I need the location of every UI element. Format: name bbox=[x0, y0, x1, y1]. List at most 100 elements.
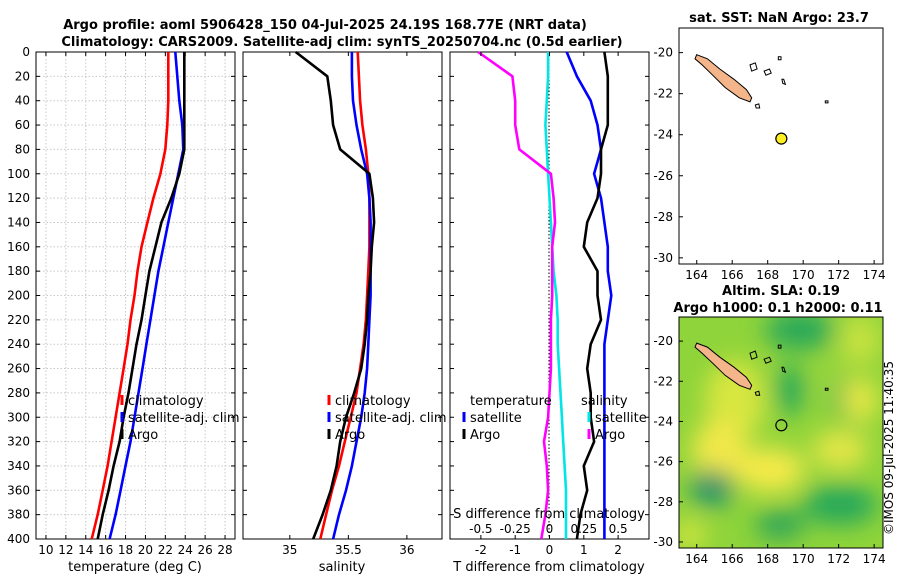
depth-tick-label: 240 bbox=[7, 337, 30, 351]
depth-tick-label: 80 bbox=[15, 142, 30, 156]
argo-float-marker bbox=[775, 132, 788, 145]
temperature-xtick-label: 20 bbox=[138, 543, 153, 557]
map-ytick-label: -24 bbox=[653, 414, 673, 428]
map-ytick-label: -30 bbox=[653, 535, 673, 549]
legend-label: satellite-adj. clim bbox=[128, 411, 240, 426]
island-outline bbox=[824, 100, 829, 104]
map-xtick-label: 172 bbox=[827, 268, 850, 282]
s-difference-tick-label: -0.25 bbox=[500, 522, 531, 536]
legend-label: satellite bbox=[595, 411, 647, 426]
salinity-series-argo-line bbox=[294, 50, 376, 540]
depth-tick-label: 220 bbox=[7, 313, 30, 327]
difference-xtick-label: -1 bbox=[509, 543, 521, 557]
island-outline bbox=[749, 350, 758, 360]
map-xtick-label: 168 bbox=[756, 552, 779, 566]
temperature-xlabel: temperature (deg C) bbox=[68, 560, 202, 575]
legend-label: Argo bbox=[595, 428, 625, 443]
temperature-series-climatology-line bbox=[90, 52, 170, 540]
legend-label: satellite-adj. clim bbox=[335, 411, 447, 426]
difference-series bbox=[477, 50, 613, 540]
map-xtick-label: 174 bbox=[863, 552, 886, 566]
depth-tick-label: 100 bbox=[7, 167, 30, 181]
s-difference-tick-label: -0.5 bbox=[469, 522, 492, 536]
island-outline bbox=[763, 68, 772, 76]
sst-map-panel: sat. SST: NaN Argo: 23.7 164 166 168 170 172… bbox=[653, 11, 885, 282]
difference-series-temperature-argo-line bbox=[575, 51, 610, 540]
temperature-xtick-label: 14 bbox=[78, 543, 93, 557]
map-ytick-label: -30 bbox=[653, 251, 673, 265]
difference-xtick-label: 1 bbox=[580, 543, 588, 557]
temperature-xtick-label: 16 bbox=[98, 543, 113, 557]
sla-map-ticks: 164 166 168 170 172 174 -20 -22 -24 -26 -28 -30 bbox=[653, 334, 885, 566]
difference-legend: temperature salinity satellite Argo satellit… bbox=[462, 394, 647, 443]
temperature-xtick-label: 18 bbox=[118, 543, 133, 557]
depth-tick-label: 320 bbox=[7, 435, 30, 449]
sla-blob bbox=[735, 448, 805, 492]
salinity-panel: 35 35.5 36 salinity climatology satellite-a… bbox=[242, 50, 447, 575]
sla-map-panel: Altim. SLA: 0.19 Argo h1000: 0.1 h2000: … bbox=[653, 284, 885, 566]
depth-tick-label: 0 bbox=[22, 45, 30, 59]
new-caledonia-landmass bbox=[694, 54, 753, 103]
island-outline bbox=[754, 390, 761, 396]
map-ytick-label: -22 bbox=[653, 374, 673, 388]
depth-tick-label: 40 bbox=[15, 94, 30, 108]
difference-xtick-label: 2 bbox=[614, 543, 622, 557]
depth-tick-label: 200 bbox=[7, 289, 30, 303]
island-outline bbox=[749, 62, 758, 72]
sst-map-ticks: 164 166 168 170 172 174 -20 -22 -24 -26 -28 -30 bbox=[653, 46, 885, 282]
map-xtick-label: 166 bbox=[721, 268, 744, 282]
depth-tick-label: 280 bbox=[7, 386, 30, 400]
depth-tick-label: 400 bbox=[7, 532, 30, 546]
s-difference-tick-label: 0 bbox=[546, 522, 554, 536]
map-xtick-label: 170 bbox=[792, 552, 815, 566]
s-difference-tick-label: 0.25 bbox=[570, 522, 597, 536]
temperature-xtick-label: 26 bbox=[198, 543, 213, 557]
t-difference-xlabel: T difference from climatology bbox=[452, 560, 645, 575]
island-outline bbox=[781, 78, 787, 86]
map-ytick-label: -26 bbox=[653, 455, 673, 469]
sst-map-title: sat. SST: NaN Argo: 23.7 bbox=[689, 11, 869, 26]
sla-blob bbox=[842, 378, 878, 422]
temperature-series bbox=[90, 51, 186, 540]
difference-ticks: -2 -1 0 1 2 -0.5 -0.25 0 0.25 0.5 bbox=[450, 51, 649, 557]
imos-credit: ©IMOS 09-Jul-2025 11:40:35 bbox=[882, 361, 896, 535]
sla-map-title-line1: Altim. SLA: 0.19 bbox=[722, 284, 840, 299]
difference-series-salinity-satellite-line bbox=[544, 52, 568, 539]
legend-label: climatology bbox=[335, 394, 411, 409]
salinity-ticks: 35 35.5 36 bbox=[243, 51, 442, 557]
sla-map-title-line2: Argo h1000: 0.1 h2000: 0.11 bbox=[673, 301, 882, 316]
depth-tick-label: 160 bbox=[7, 240, 30, 254]
depth-tick-label: 260 bbox=[7, 362, 30, 376]
difference-panel: -2 -1 0 1 2 -0.5 -0.25 0 0.25 0.5 S difference fr… bbox=[449, 50, 650, 575]
difference-xtick-label: 0 bbox=[546, 543, 554, 557]
salinity-legend: climatology satellite-adj. clim Argo bbox=[327, 394, 447, 443]
sla-blob bbox=[679, 520, 705, 548]
salinity-xtick-label: 35 bbox=[282, 543, 297, 557]
sla-blob bbox=[765, 317, 835, 350]
map-xtick-label: 172 bbox=[827, 552, 850, 566]
temperature-xtick-label: 24 bbox=[178, 543, 193, 557]
map-ytick-label: -20 bbox=[653, 334, 673, 348]
legend-label: Argo bbox=[470, 428, 500, 443]
temperature-panel: 10 12 14 16 18 20 22 24 26 28 0 20 40 60 80 100 120 140 1… bbox=[7, 45, 240, 575]
temperature-series-argo-line bbox=[96, 52, 186, 540]
salinity-xtick-label: 35.5 bbox=[335, 543, 362, 557]
legend-label: satellite bbox=[470, 411, 522, 426]
island-outline bbox=[824, 387, 829, 391]
island-outline bbox=[754, 103, 761, 109]
difference-series-salinity-argo-line bbox=[477, 50, 557, 540]
figure-title-line1: Argo profile: aoml 5906428_150 04-Jul-20… bbox=[63, 18, 587, 33]
legend-label: Argo bbox=[128, 428, 158, 443]
map-xtick-label: 170 bbox=[792, 268, 815, 282]
sla-blob bbox=[776, 365, 804, 415]
sla-blob bbox=[812, 430, 868, 470]
map-ytick-label: -26 bbox=[653, 169, 673, 183]
s-difference-xlabel: S difference from climatology bbox=[453, 507, 645, 522]
island-outline bbox=[777, 56, 782, 61]
temperature-legend: climatology satellite-adj. clim Argo bbox=[120, 394, 240, 443]
sla-blob bbox=[755, 510, 805, 540]
depth-tick-label: 340 bbox=[7, 459, 30, 473]
depth-tick-label: 360 bbox=[7, 483, 30, 497]
sla-map-coastline bbox=[694, 342, 829, 396]
depth-tick-label: 20 bbox=[15, 69, 30, 83]
